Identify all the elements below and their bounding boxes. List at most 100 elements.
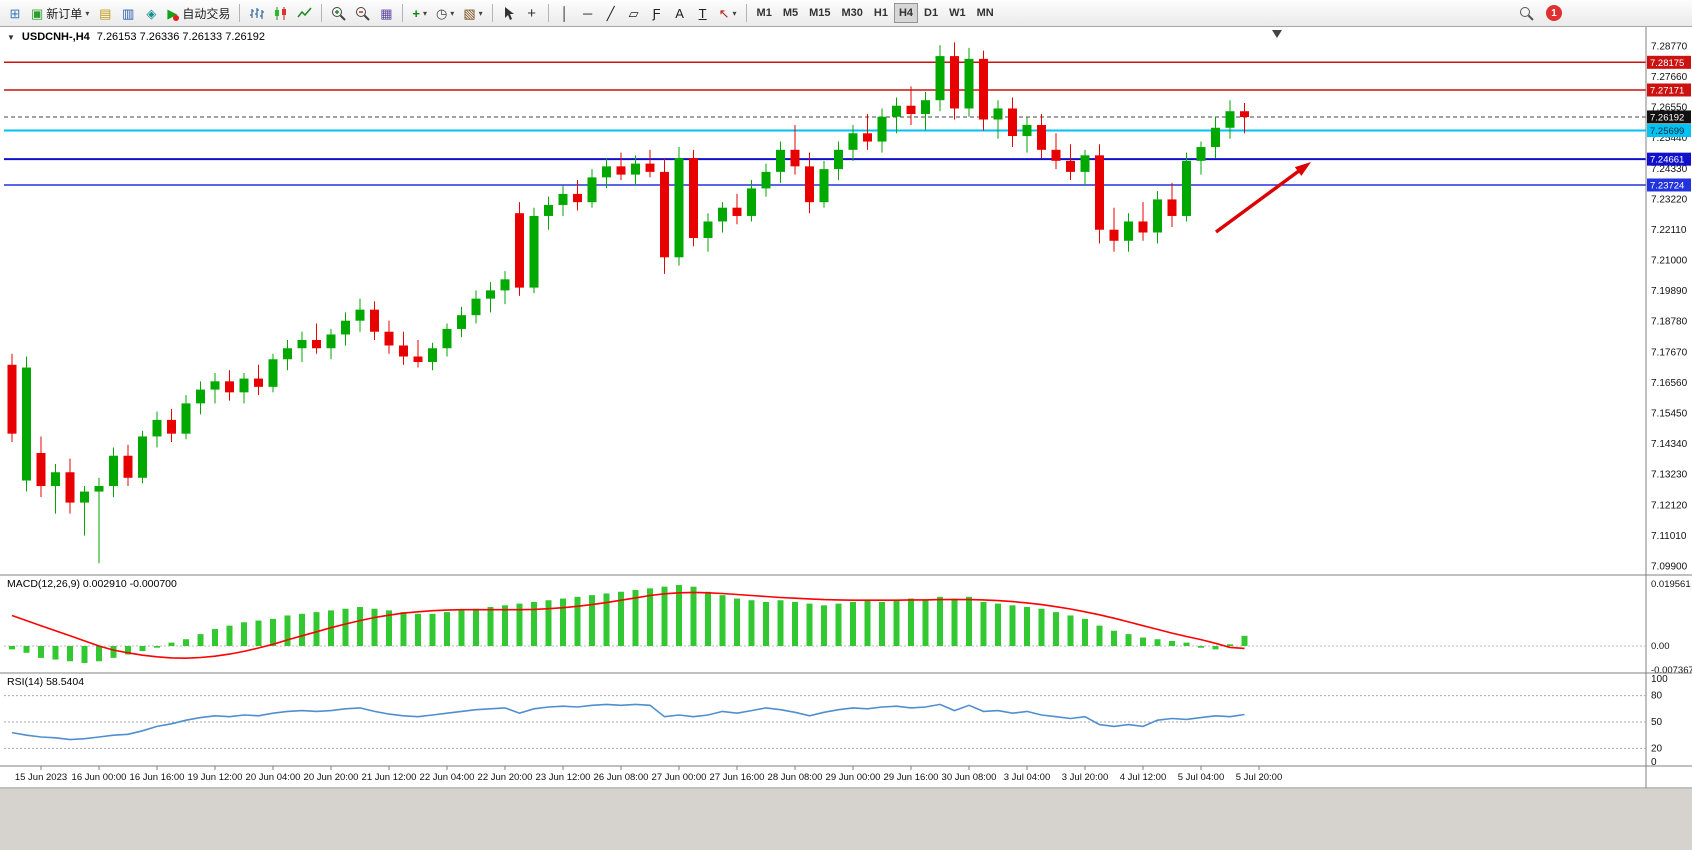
profiles-icon: ▤ xyxy=(99,5,112,21)
svg-text:7.11010: 7.11010 xyxy=(1651,531,1687,542)
cursor-button[interactable] xyxy=(498,3,520,23)
new-order-button[interactable]: ▣ 新订单 ▾ xyxy=(27,3,93,23)
svg-text:0.00: 0.00 xyxy=(1651,641,1670,652)
rsi-pane: 100 80 50 20 0 xyxy=(0,672,1692,768)
channel-tool-button[interactable]: ▱ xyxy=(623,3,645,23)
toolbar-separator xyxy=(321,4,323,22)
toolbar-separator xyxy=(491,4,493,22)
periods-button[interactable]: ◷ ▾ xyxy=(432,3,458,23)
timeframe-m5-button[interactable]: M5 xyxy=(778,3,803,23)
search-icon xyxy=(1520,6,1534,21)
chevron-down-icon: ▾ xyxy=(732,8,737,18)
svg-text:23 Jun 12:00: 23 Jun 12:00 xyxy=(536,772,591,783)
svg-text:7.25699: 7.25699 xyxy=(1650,126,1684,137)
chart-title-row: ▼ USDCNH-,H4 7.26153 7.26336 7.26133 7.2… xyxy=(7,31,265,43)
zoom-in-button[interactable] xyxy=(327,3,350,23)
trend-arrow[interactable] xyxy=(1214,162,1311,234)
svg-text:4 Jul 12:00: 4 Jul 12:00 xyxy=(1120,772,1166,783)
svg-text:7.17670: 7.17670 xyxy=(1651,347,1688,358)
timeframe-w1-button[interactable]: W1 xyxy=(944,3,971,23)
line-chart-button[interactable] xyxy=(293,3,316,23)
horizontal-line-tool-button[interactable]: ─ xyxy=(577,3,599,23)
time-axis[interactable] xyxy=(0,767,1646,788)
text-icon: A xyxy=(675,5,684,21)
svg-text:30 Jun 08:00: 30 Jun 08:00 xyxy=(942,772,997,783)
svg-text:22 Jun 20:00: 22 Jun 20:00 xyxy=(478,772,533,783)
text-label-tool-button[interactable]: T xyxy=(692,3,714,23)
indicators-button[interactable]: + ▾ xyxy=(408,3,431,23)
chevron-down-icon: ▾ xyxy=(450,8,455,18)
macd-pane: 0.019561 0.00 -0.007367 xyxy=(0,574,1692,676)
data-window-button[interactable]: ◈ xyxy=(140,3,162,23)
autotrading-icon: ▶ xyxy=(167,5,178,21)
new-chart-button[interactable]: ⊞ xyxy=(4,3,26,23)
svg-text:7.18780: 7.18780 xyxy=(1651,317,1688,328)
crosshair-button[interactable]: + xyxy=(521,3,543,23)
svg-text:7.24330: 7.24330 xyxy=(1651,164,1688,175)
timeframe-m30-button[interactable]: M30 xyxy=(837,3,868,23)
svg-text:7.12120: 7.12120 xyxy=(1651,500,1688,511)
svg-text:-0.007367: -0.007367 xyxy=(1651,665,1692,676)
svg-text:7.26192: 7.26192 xyxy=(1650,112,1684,123)
horizontal-lines[interactable] xyxy=(4,61,1646,186)
autotrading-label: 自动交易 xyxy=(182,6,231,21)
chevron-down-icon: ▾ xyxy=(85,8,90,18)
svg-text:7.28770: 7.28770 xyxy=(1651,41,1688,52)
toolbar-separator xyxy=(239,4,241,22)
vertical-line-tool-button[interactable]: │ xyxy=(554,3,576,23)
timeframe-m15-button[interactable]: M15 xyxy=(804,3,835,23)
price-axis[interactable] xyxy=(1647,27,1692,788)
svg-text:26 Jun 08:00: 26 Jun 08:00 xyxy=(594,772,649,783)
new-chart-icon: ⊞ xyxy=(9,5,21,21)
candlestick-chart-button[interactable] xyxy=(269,3,292,23)
bar-chart-button[interactable] xyxy=(245,3,268,23)
timeframe-d1-button[interactable]: D1 xyxy=(919,3,943,23)
horizontal-line-icon: ─ xyxy=(583,5,593,21)
crosshair-icon: + xyxy=(527,4,536,22)
text-tool-button[interactable]: A xyxy=(669,3,691,23)
arrows-icon: ↖ xyxy=(718,5,730,21)
svg-text:19 Jun 12:00: 19 Jun 12:00 xyxy=(188,772,243,783)
chart-expander-icon[interactable]: ▼ xyxy=(7,33,15,42)
svg-text:7.15450: 7.15450 xyxy=(1651,409,1688,420)
trendline-icon: ╱ xyxy=(606,5,615,21)
svg-text:7.23724: 7.23724 xyxy=(1650,180,1684,191)
trendline-tool-button[interactable]: ╱ xyxy=(600,3,622,23)
timeframe-h1-button[interactable]: H1 xyxy=(869,3,893,23)
chart-shift-marker[interactable] xyxy=(1272,30,1282,38)
templates-button[interactable]: ▧ ▾ xyxy=(459,3,486,23)
svg-text:20 Jun 20:00: 20 Jun 20:00 xyxy=(304,772,359,783)
cursor-icon xyxy=(504,6,514,20)
fibonacci-tool-button[interactable]: Ƒ xyxy=(646,3,668,23)
svg-text:7.23220: 7.23220 xyxy=(1651,194,1688,205)
arrows-tool-button[interactable]: ↖ ▾ xyxy=(715,3,741,23)
zoom-in-icon xyxy=(332,6,347,21)
svg-text:7.24661: 7.24661 xyxy=(1650,155,1684,166)
new-order-label: 新订单 xyxy=(46,6,83,21)
svg-text:7.28175: 7.28175 xyxy=(1650,58,1684,69)
tile-windows-button[interactable]: ▦ xyxy=(375,3,397,23)
fibonacci-icon: Ƒ xyxy=(652,5,661,21)
svg-text:7.22110: 7.22110 xyxy=(1651,225,1687,236)
zoom-out-button[interactable] xyxy=(351,3,374,23)
autotrading-button[interactable]: ▶ 自动交易 xyxy=(163,3,234,23)
timeframe-h4-button[interactable]: H4 xyxy=(893,3,919,23)
main-toolbar: ⊞ ▣ 新订单 ▾ ▤ ▥ ◈ ▶ 自动交易 ▦ + ▾ ◷ ▾ ▧ ▾ xyxy=(0,0,1692,27)
rsi-indicator-label: RSI(14) 58.5404 xyxy=(7,676,85,688)
svg-text:20: 20 xyxy=(1651,743,1663,754)
search-button[interactable] xyxy=(1515,3,1538,23)
periods-clock-icon: ◷ xyxy=(435,5,448,21)
chart-canvas[interactable]: 7.28770 7.27660 7.26550 7.25440 7.24330 7.232… xyxy=(0,27,1692,850)
profiles-button[interactable]: ▤ xyxy=(94,3,116,23)
timeframe-mn-button[interactable]: MN xyxy=(972,3,999,23)
notification-badge[interactable]: 1 xyxy=(1546,5,1562,21)
svg-text:7.16560: 7.16560 xyxy=(1651,378,1688,389)
svg-text:7.25440: 7.25440 xyxy=(1651,133,1688,144)
svg-text:20 Jun 04:00: 20 Jun 04:00 xyxy=(246,772,301,783)
market-watch-button[interactable]: ▥ xyxy=(117,3,139,23)
timeframe-m1-button[interactable]: M1 xyxy=(752,3,777,23)
svg-text:7.21000: 7.21000 xyxy=(1651,256,1688,267)
autotrading-status-dot xyxy=(173,14,180,21)
bar-chart-icon xyxy=(250,7,265,19)
svg-text:7.26550: 7.26550 xyxy=(1651,103,1688,114)
